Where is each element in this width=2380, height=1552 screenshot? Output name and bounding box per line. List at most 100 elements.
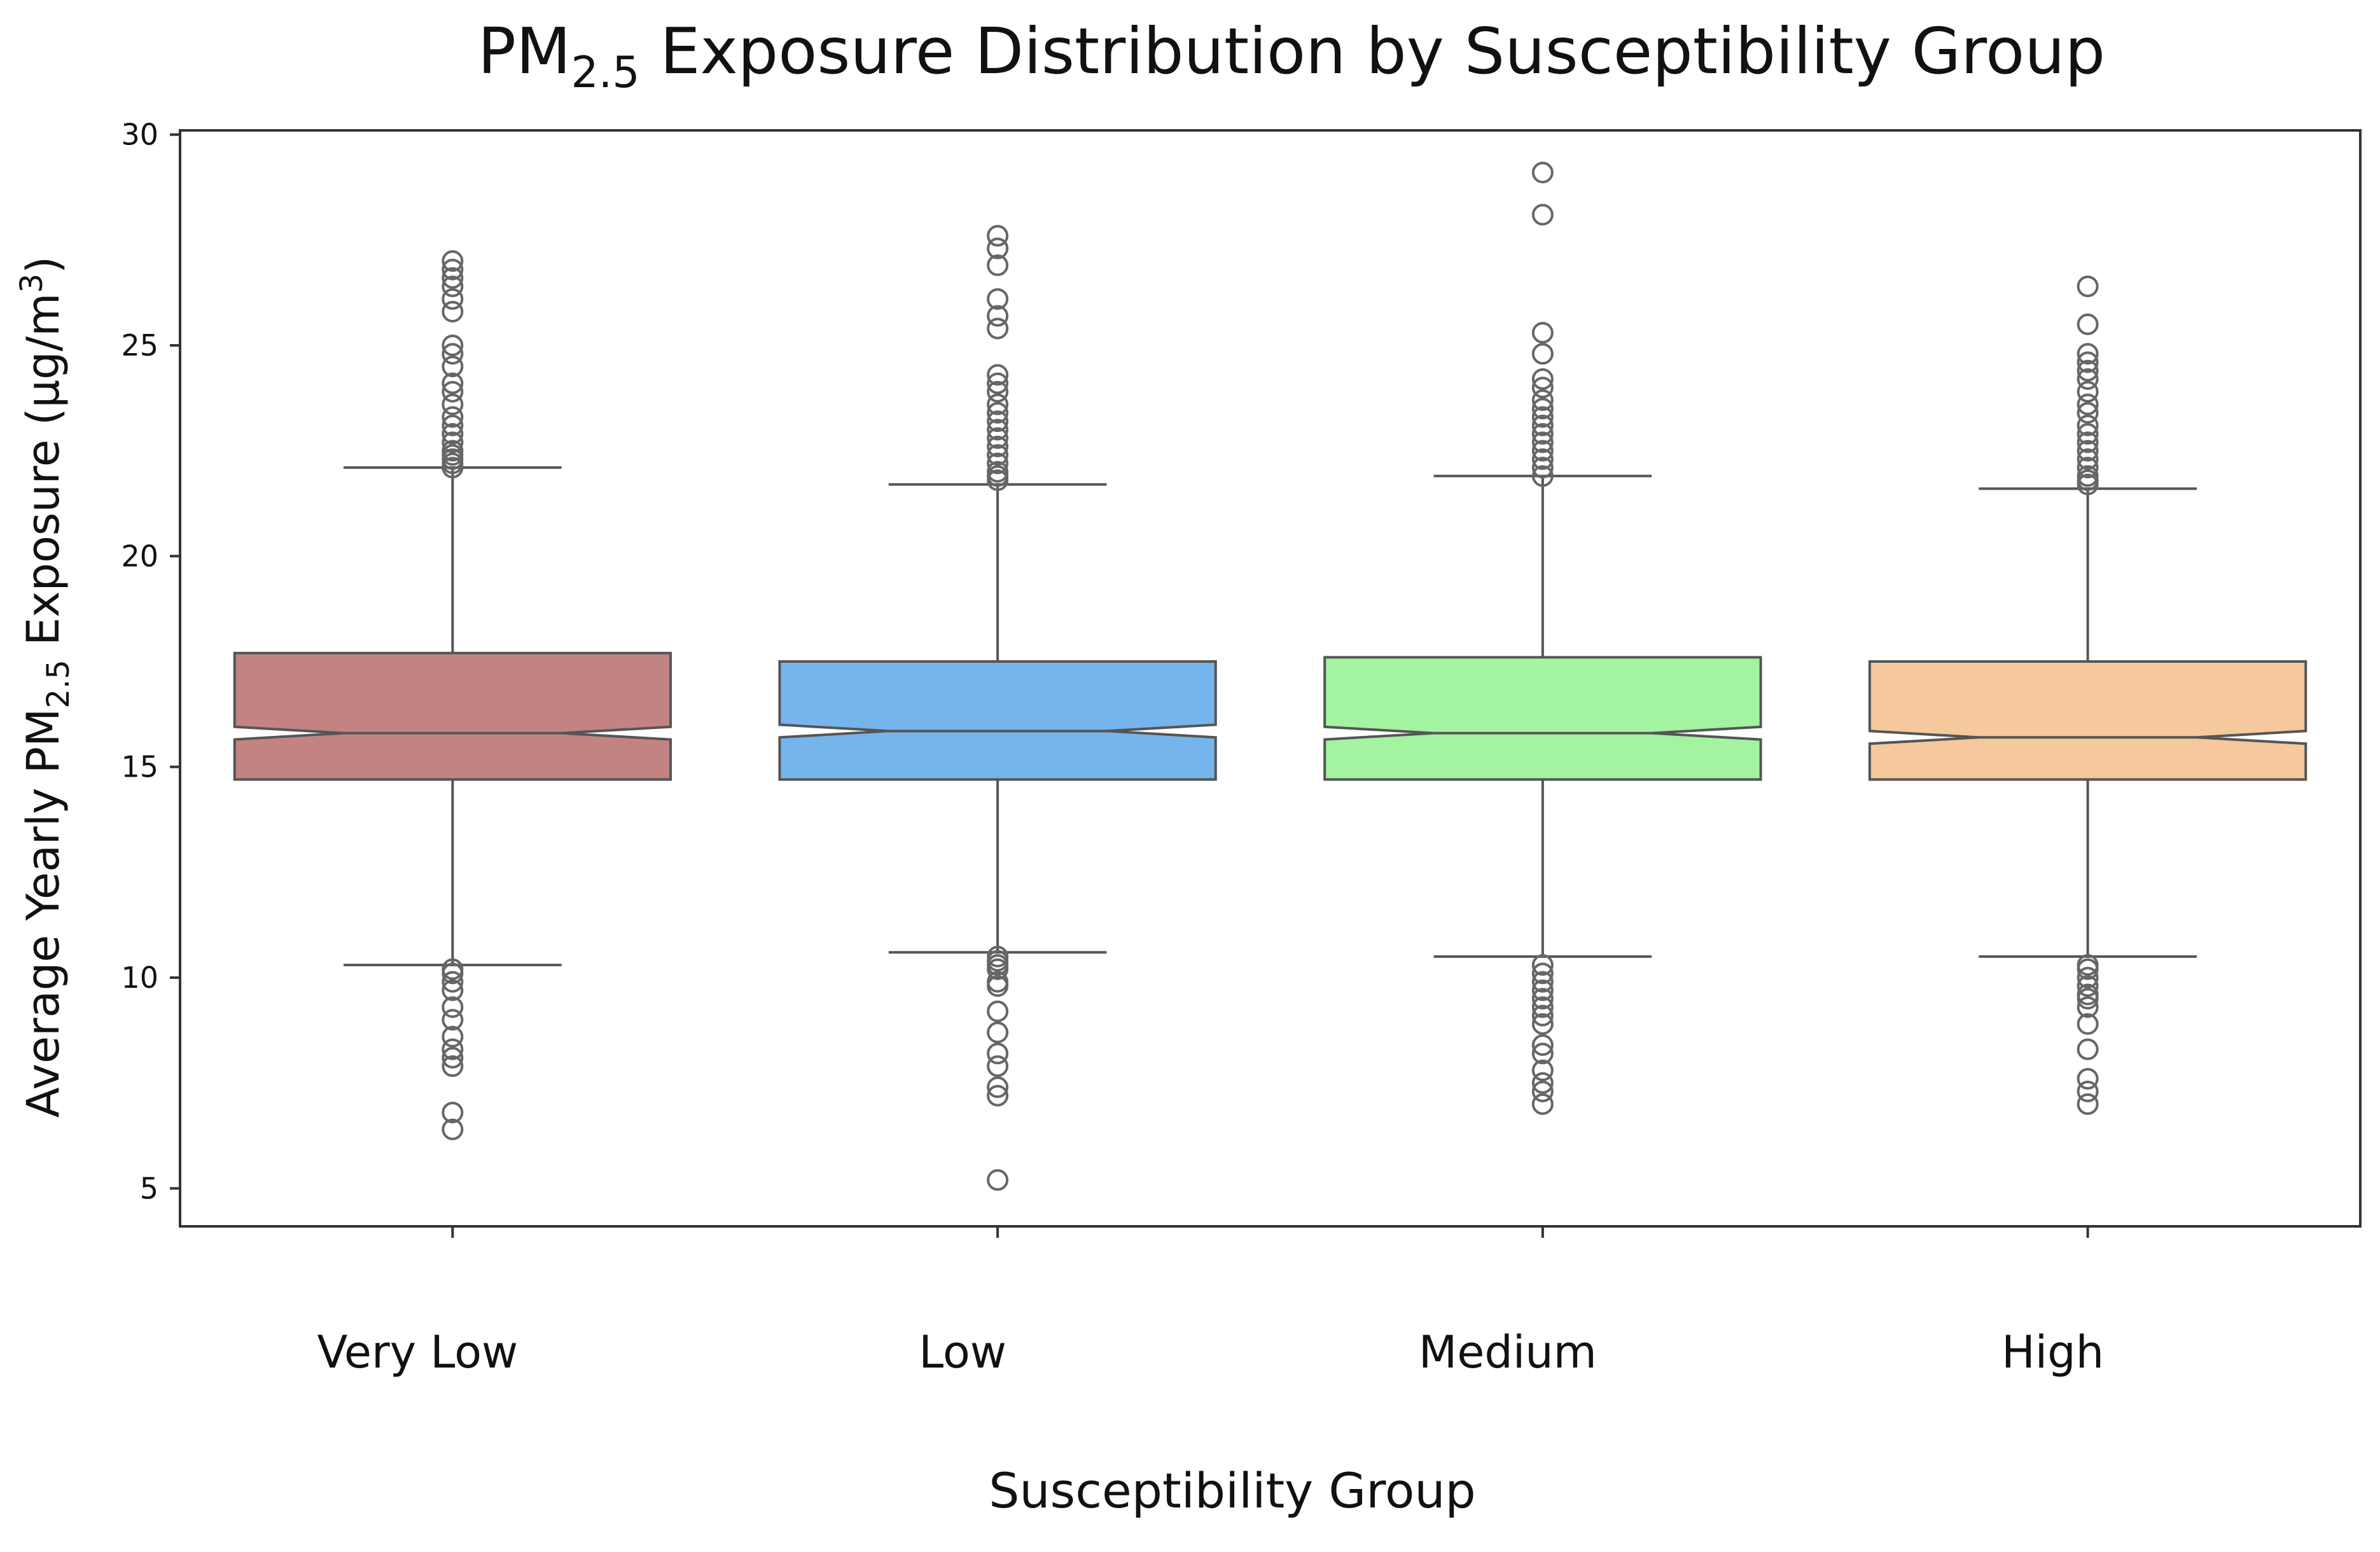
outlier-point xyxy=(442,1055,464,1077)
outlier-point xyxy=(2077,402,2099,424)
outlier-point xyxy=(2077,1080,2099,1102)
outlier-point xyxy=(1531,457,1554,479)
outlier-point xyxy=(1531,431,1554,454)
outlier-point xyxy=(2077,343,2099,365)
outlier-point xyxy=(987,288,1009,310)
outlier-point xyxy=(1531,979,1554,1001)
x-tick-label: Medium xyxy=(1419,1326,1597,1378)
outlier-point xyxy=(987,452,1009,475)
outlier-point xyxy=(1531,448,1554,470)
outlier-point xyxy=(1531,962,1554,985)
outlier-point xyxy=(442,258,464,281)
outlier-point xyxy=(1531,368,1554,390)
outlier-point xyxy=(2077,967,2099,989)
y-axis-title: Average Yearly PM2.5 Exposure (μg/m3) xyxy=(14,256,76,1118)
outlier-point xyxy=(1531,1043,1554,1065)
y-tick-label: 10 xyxy=(121,960,158,995)
outlier-point xyxy=(987,380,1009,403)
outlier-point xyxy=(987,402,1009,424)
outlier-point xyxy=(1531,996,1554,1018)
outlier-point xyxy=(2077,380,2099,403)
outlier-point xyxy=(987,427,1009,449)
outlier-point xyxy=(442,423,464,445)
outlier-point xyxy=(442,1102,464,1124)
outlier-point xyxy=(987,1022,1009,1044)
boxes-layer xyxy=(233,162,2307,1191)
outlier-point xyxy=(2077,1038,2099,1060)
outlier-point xyxy=(2077,988,2099,1010)
outlier-point xyxy=(2077,448,2099,470)
y-axis-ticks: 5 10 15 20 25 30 xyxy=(121,118,180,1205)
outlier-point xyxy=(442,380,464,403)
notched-box xyxy=(1868,660,2307,781)
outlier-point xyxy=(987,436,1009,458)
outlier-point xyxy=(987,1001,1009,1023)
outlier-point xyxy=(987,461,1009,483)
outlier-point xyxy=(987,237,1009,260)
outlier-point xyxy=(1531,162,1554,184)
outlier-point xyxy=(2077,457,2099,479)
outlier-point xyxy=(2077,1013,2099,1035)
outlier-point xyxy=(1531,440,1554,462)
outlier-point xyxy=(1531,398,1554,420)
x-tick-label: Low xyxy=(919,1326,1006,1378)
outlier-point xyxy=(442,300,464,322)
outlier-point xyxy=(442,1038,464,1060)
outlier-point xyxy=(1531,406,1554,428)
y-tick-label: 30 xyxy=(121,118,158,152)
outlier-point xyxy=(1531,204,1554,226)
outlier-point xyxy=(442,393,464,415)
outlier-point xyxy=(442,414,464,436)
outlier-point xyxy=(987,975,1009,997)
box-group xyxy=(778,225,1217,1191)
x-tick-label: High xyxy=(2001,1326,2104,1378)
outlier-point xyxy=(987,364,1009,386)
outlier-point xyxy=(2077,1068,2099,1090)
y-tick-label: 15 xyxy=(121,750,158,784)
outlier-point xyxy=(1531,988,1554,1010)
x-axis-title: Susceptibility Group xyxy=(989,1462,1476,1519)
outlier-point xyxy=(1531,414,1554,436)
x-axis-ticks: Very Low Low Medium High xyxy=(317,1226,2104,1378)
outlier-point xyxy=(1531,1093,1554,1115)
outlier-point xyxy=(442,356,464,378)
outlier-point xyxy=(987,958,1009,980)
outlier-point xyxy=(2077,368,2099,390)
outlier-point xyxy=(987,1055,1009,1077)
outlier-point xyxy=(442,267,464,289)
outlier-point xyxy=(2077,958,2099,980)
outlier-point xyxy=(442,962,464,985)
outlier-point xyxy=(442,275,464,298)
outlier-point xyxy=(987,393,1009,415)
outlier-point xyxy=(987,317,1009,340)
outlier-point xyxy=(442,440,464,462)
outlier-point xyxy=(442,250,464,272)
outlier-point xyxy=(2077,996,2099,1018)
outlier-point xyxy=(1531,1013,1554,1035)
outlier-point xyxy=(442,1118,464,1140)
outlier-point xyxy=(2077,393,2099,415)
outlier-point xyxy=(442,431,464,454)
notched-box xyxy=(1323,656,1762,781)
outlier-point xyxy=(1531,389,1554,412)
outlier-point xyxy=(2077,359,2099,382)
outlier-point xyxy=(442,1025,464,1048)
outlier-point xyxy=(1531,954,1554,976)
outlier-point xyxy=(442,996,464,1018)
outlier-point xyxy=(2077,465,2099,487)
outlier-point xyxy=(442,288,464,310)
outlier-point xyxy=(987,1076,1009,1098)
outlier-point xyxy=(442,971,464,993)
outlier-point xyxy=(1531,1059,1554,1081)
y-tick-label: 25 xyxy=(121,328,158,363)
outlier-point xyxy=(1531,971,1554,993)
outlier-point xyxy=(987,305,1009,327)
outlier-point xyxy=(2077,414,2099,436)
box-group xyxy=(1323,162,1762,1115)
notched-box xyxy=(778,660,1217,781)
box-group xyxy=(233,250,672,1140)
outlier-point xyxy=(987,444,1009,466)
plot-area-frame xyxy=(179,129,2362,1228)
outlier-point xyxy=(987,419,1009,441)
